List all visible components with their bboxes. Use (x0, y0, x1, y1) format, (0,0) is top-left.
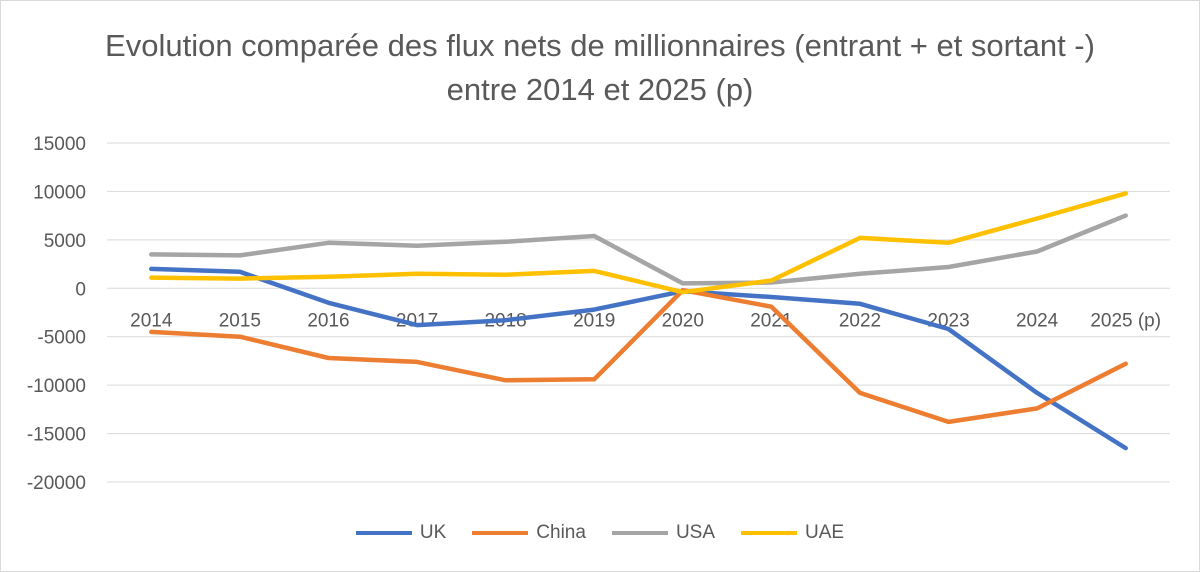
series-line-uae (149, 191, 1128, 295)
x-axis-tick-labels: 2014 2015 2016 2017 2018 2019 2020 2021 2022 2023… (130, 310, 1161, 331)
legend-swatch (472, 531, 529, 535)
legend-item-uk: UK (355, 522, 447, 544)
x-tick-label: 2020 (662, 310, 704, 331)
chart-title: Evolution comparée des flux nets de mill… (105, 28, 1095, 107)
x-tick-label: 2015 (219, 310, 261, 331)
legend-swatch (741, 531, 798, 535)
legend-label: UK (419, 522, 447, 543)
y-tick-label: -5000 (37, 328, 86, 349)
x-tick-label: 2025 (p) (1090, 310, 1161, 331)
series-line-china (149, 287, 1128, 425)
y-tick-label: 0 (75, 279, 86, 300)
legend-item-uae: UAE (741, 522, 844, 544)
legend-label: UAE (805, 522, 845, 543)
y-tick-label: -10000 (27, 376, 86, 397)
x-tick-label: 2016 (307, 310, 349, 331)
legend-label: China (536, 522, 586, 543)
gridlines (107, 142, 1170, 483)
legend-swatch (355, 531, 412, 535)
y-tick-label: -15000 (27, 425, 86, 446)
x-tick-label: 2024 (1016, 310, 1059, 331)
y-tick-label: 15000 (33, 134, 86, 155)
y-tick-label: 10000 (33, 182, 86, 203)
y-axis-tick-labels: 15000 10000 5000 0 -5000 -10000 -15000 -20000 (27, 134, 86, 494)
legend-swatch (611, 531, 668, 535)
x-tick-label: 2014 (130, 310, 173, 331)
y-tick-label: -20000 (27, 473, 86, 494)
series-line-usa (149, 213, 1128, 286)
series-line-uk (149, 266, 1128, 451)
series-lines (149, 191, 1128, 451)
legend-label: USA (675, 522, 716, 543)
x-tick-label: 2019 (573, 310, 615, 331)
y-tick-label: 5000 (44, 231, 86, 252)
legend-item-china: China (472, 522, 586, 544)
x-tick-label: 2022 (839, 310, 881, 331)
legend-item-usa: USA (611, 522, 716, 544)
legend: UK China USA UAE (0, 519, 1200, 547)
